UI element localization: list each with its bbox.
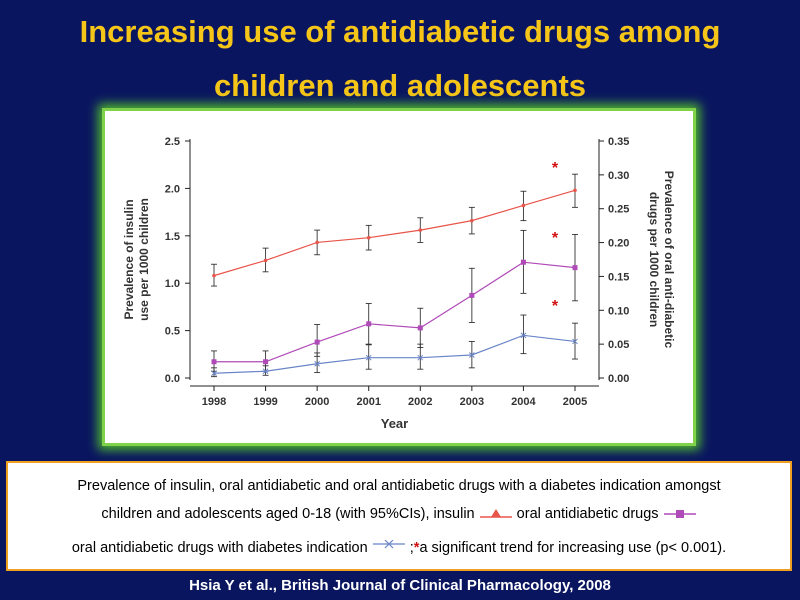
y-right-tick-label: 0.20	[608, 238, 629, 250]
caption-box: Prevalence of insulin, oral antidiabetic…	[6, 461, 792, 571]
x-tick-label: 1998	[202, 396, 226, 408]
oral-point	[572, 265, 578, 271]
x-tick-label: 2002	[408, 396, 432, 408]
oral-point	[417, 325, 423, 331]
oral_indication-point	[520, 332, 527, 339]
oral-series-line	[214, 261, 576, 363]
insulin-point	[315, 240, 319, 245]
y-left-tick-label: 1.5	[165, 231, 180, 243]
y-left-tick-label: 1.0	[165, 278, 180, 290]
oral_indication-point	[262, 368, 269, 375]
y-left-tick-label: 0.5	[165, 326, 180, 338]
oral-point	[314, 339, 320, 345]
y-left-tick-label: 2.5	[165, 136, 180, 148]
slide-title-line2: children and adolescents	[213, 68, 587, 103]
insulin-point	[212, 273, 216, 278]
insulin-point	[366, 235, 371, 240]
y-right-tick-label: 0.05	[608, 339, 629, 351]
significance-star: *	[552, 230, 559, 247]
chart: 0.0 0.5 1.0 1.5 2.0 2.5 0.00 0.05 0.10 0.15 0.20 0.…	[122, 136, 676, 431]
caption-text: ;	[409, 540, 414, 556]
x-tick-label: 2003	[460, 396, 484, 408]
insulin-point	[470, 218, 474, 223]
insulin-point	[263, 258, 268, 263]
x-tick-label: 2000	[305, 396, 329, 408]
oral_indication-series-line	[213, 334, 576, 374]
x-tick-label: 1999	[253, 396, 277, 408]
oral-point	[469, 292, 475, 298]
y-left-tick-label: 2.0	[165, 183, 180, 195]
x-tick-label: 2004	[511, 396, 536, 408]
oral-point	[366, 321, 372, 327]
significance-star: *	[552, 160, 559, 177]
citation: Hsia Y et al., British Journal of Clinic…	[189, 577, 611, 594]
y-left-axis-label: Prevalence of insulinuse per 1000 childr…	[122, 198, 151, 321]
caption-line2: children and adolescents aged 0-18 (with…	[8, 506, 790, 522]
x-axis-label: Year	[381, 416, 408, 431]
y-right-tick-label: 0.15	[608, 271, 629, 283]
significance-star: *	[413, 540, 420, 556]
oral_indication-point	[469, 352, 475, 358]
oral-point	[263, 359, 269, 365]
y-right-tick-label: 0.10	[608, 305, 629, 317]
oral_indication-point	[365, 354, 372, 361]
y-right-tick-label: 0.35	[608, 136, 629, 148]
oral-point	[520, 259, 526, 265]
caption-text: oral antidiabetic drugs with diabetes in…	[71, 540, 368, 556]
caption-line1: Prevalence of insulin, oral antidiabetic…	[8, 478, 790, 494]
caption-text: Prevalence of insulin, oral antidiabetic…	[77, 478, 721, 494]
y-left-tick-label: 0.0	[165, 373, 180, 385]
oral-point	[211, 359, 217, 365]
significance-star: *	[552, 298, 559, 315]
y-right-tick-label: 0.30	[608, 170, 629, 182]
legend-insulin-swatch	[479, 509, 512, 518]
x-tick-label: 2001	[356, 396, 380, 408]
slide-title-line1: Increasing use of antidiabetic drugs amo…	[79, 14, 721, 49]
chart-frame: 0.0 0.5 1.0 1.5 2.0 2.5 0.00 0.05 0.10 0.15 0.20 0.…	[102, 108, 696, 446]
legend-oral-indication-swatch	[372, 540, 405, 549]
oral_indication-point	[572, 338, 578, 345]
oral_indication-point	[314, 360, 320, 367]
insulin-series-line	[213, 189, 576, 277]
insulin-point	[573, 188, 577, 193]
y-right-tick-label: 0.00	[608, 373, 629, 385]
insulin-point	[521, 203, 526, 208]
insulin-point	[418, 228, 423, 232]
y-right-axis-label: Prevalence of oral anti-diabeticdrugs pe…	[647, 171, 676, 349]
y-right-tick-label: 0.25	[608, 204, 629, 216]
caption-line3: oral antidiabetic drugs with diabetes in…	[8, 540, 790, 556]
oral_indication-point	[211, 370, 217, 377]
caption-text: children and adolescents aged 0-18 (with…	[101, 506, 475, 522]
oral_indication-point	[417, 354, 424, 361]
caption-text: oral antidiabetic drugs	[516, 506, 659, 522]
legend-oral-swatch	[663, 510, 696, 519]
caption-text: a significant trend for increasing use (…	[419, 540, 727, 556]
x-tick-label: 2005	[563, 396, 587, 408]
